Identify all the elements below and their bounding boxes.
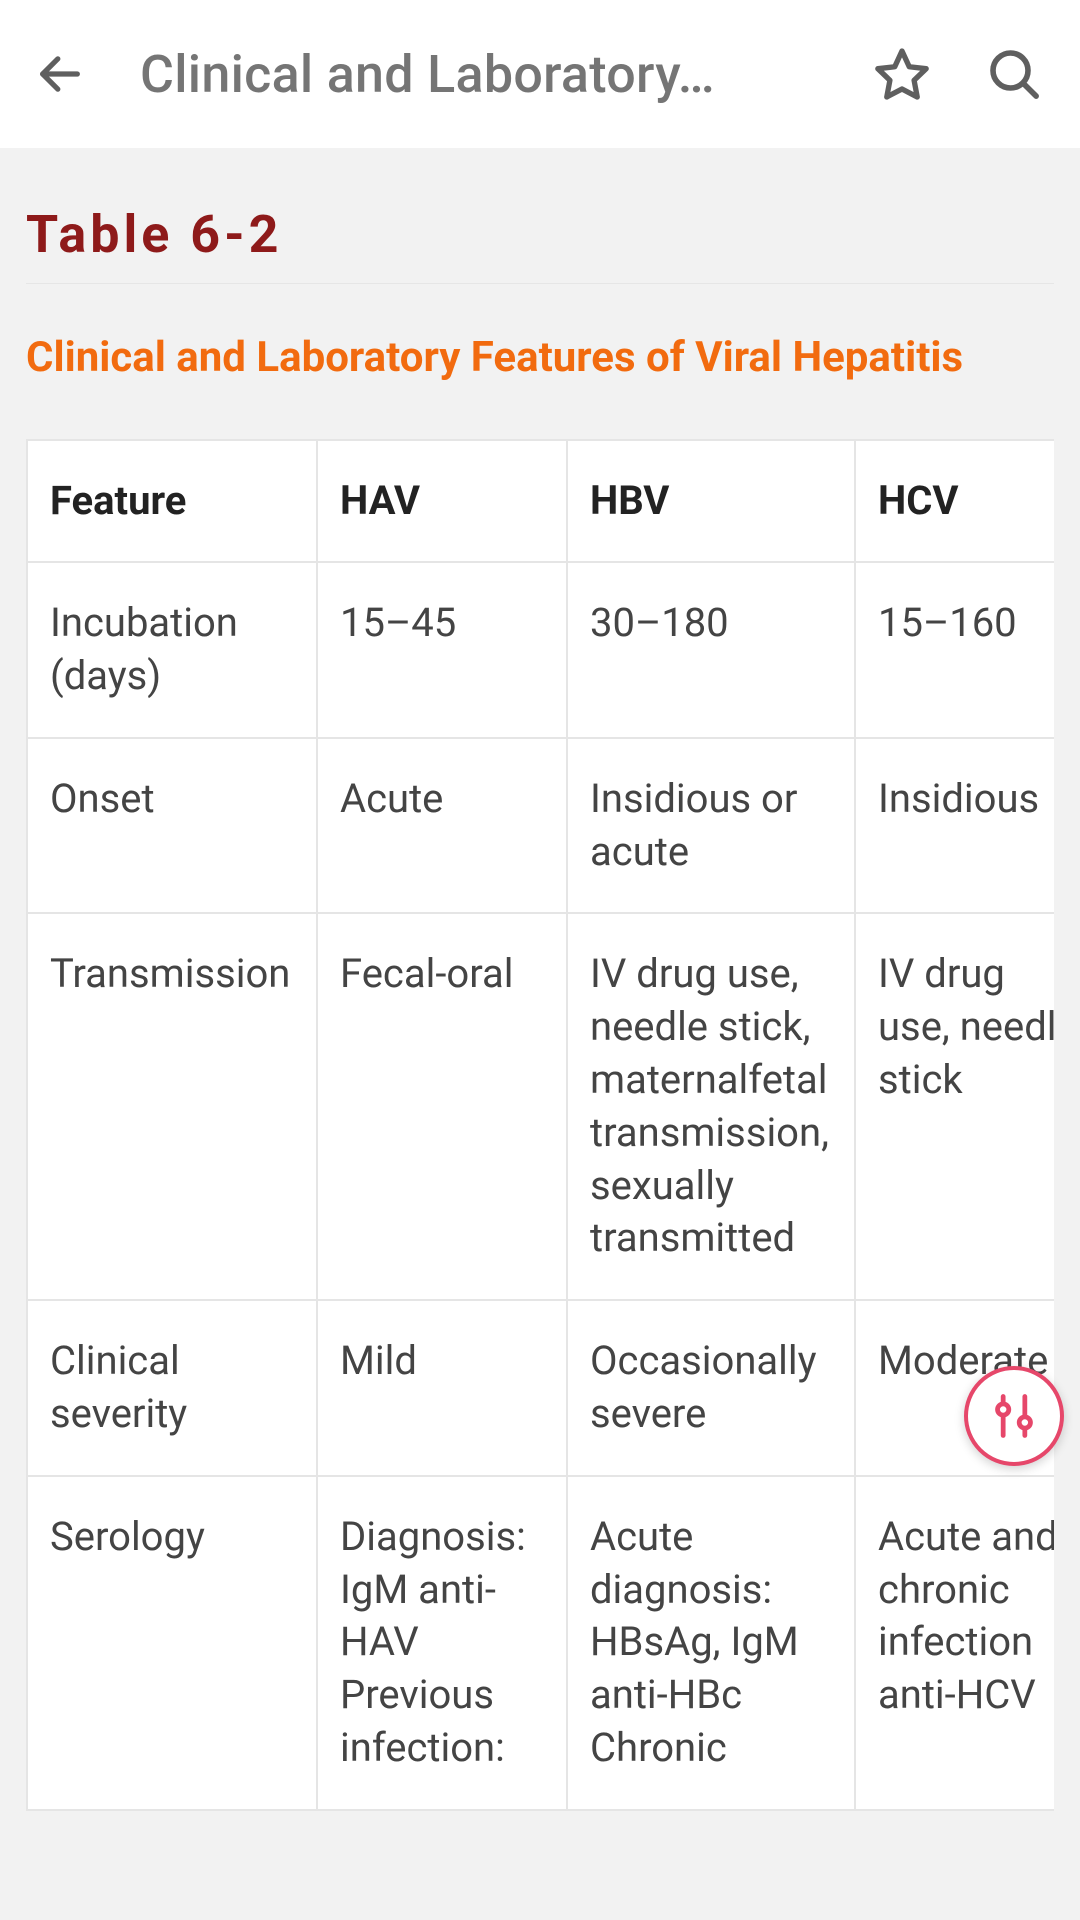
- star-icon: [873, 45, 931, 103]
- table-row: Serology Diagnosis: IgM anti-HAV Previou…: [27, 1476, 1054, 1810]
- arrow-left-icon: [34, 48, 86, 100]
- table-cell: IV drug use, needle stick: [855, 913, 1054, 1300]
- table-row: Clinical severity Mild Occasionally seve…: [27, 1300, 1054, 1476]
- table-cell: Insidious: [855, 738, 1054, 914]
- table-cell: 30–180: [567, 562, 855, 738]
- table-header-row: Feature HAV HBV HCV: [27, 440, 1054, 563]
- tune-icon: [988, 1390, 1040, 1442]
- table-cell: 15–160: [855, 562, 1054, 738]
- hepatitis-table: Feature HAV HBV HCV Incubation (days) 15…: [26, 439, 1054, 1811]
- table-cell: Acute diagnosis: HBsAg, IgM anti-HBc Chr…: [567, 1476, 855, 1810]
- column-header: HCV: [855, 440, 1054, 563]
- table-row: Incubation (days) 15–45 30–180 15–160: [27, 562, 1054, 738]
- back-button[interactable]: [28, 42, 92, 106]
- table-row: Onset Acute Insidious or acute Insidious: [27, 738, 1054, 914]
- table-cell: Incubation (days): [27, 562, 317, 738]
- search-icon: [986, 46, 1042, 102]
- table-cell: 15–45: [317, 562, 567, 738]
- column-header: HBV: [567, 440, 855, 563]
- table-cell: IV drug use, needle stick, maternalfetal…: [567, 913, 855, 1300]
- content-area: Table 6-2 Clinical and Laboratory Featur…: [0, 148, 1080, 1811]
- search-button[interactable]: [982, 42, 1046, 106]
- table-cell: Acute: [317, 738, 567, 914]
- table-cell: Diagnosis: IgM anti-HAV Previous infecti…: [317, 1476, 567, 1810]
- column-header: HAV: [317, 440, 567, 563]
- table-scroll-container[interactable]: Feature HAV HBV HCV Incubation (days) 15…: [26, 439, 1054, 1811]
- table-cell: Acute and chronic infection anti-HCV: [855, 1476, 1054, 1810]
- table-cell: Transmission: [27, 913, 317, 1300]
- table-cell: Clinical severity: [27, 1300, 317, 1476]
- table-cell: Mild: [317, 1300, 567, 1476]
- table-cell: Onset: [27, 738, 317, 914]
- favorite-button[interactable]: [870, 42, 934, 106]
- settings-fab[interactable]: [964, 1366, 1064, 1466]
- page-title: Clinical and Laboratory…: [140, 44, 822, 105]
- column-header: Feature: [27, 440, 317, 563]
- table-cell: Fecal-oral: [317, 913, 567, 1300]
- table-cell: Occasionally severe: [567, 1300, 855, 1476]
- app-bar: Clinical and Laboratory…: [0, 0, 1080, 148]
- table-row: Transmission Fecal-oral IV drug use, nee…: [27, 913, 1054, 1300]
- table-cell: Serology: [27, 1476, 317, 1810]
- table-number: Table 6-2: [26, 204, 1054, 284]
- table-cell: Insidious or acute: [567, 738, 855, 914]
- table-title: Clinical and Laboratory Features of Vira…: [26, 332, 1054, 385]
